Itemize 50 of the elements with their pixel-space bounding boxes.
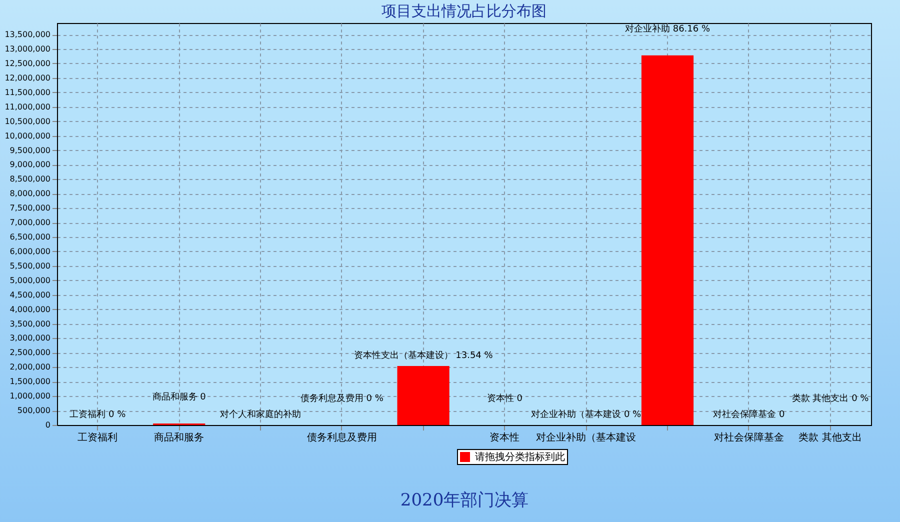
y-tick-label: 1,000,000 — [10, 392, 50, 401]
y-tick-label: 9,500,000 — [10, 146, 50, 155]
y-tick-label: 5,500,000 — [10, 261, 50, 270]
x-tick-label: 资本性 — [490, 432, 520, 444]
legend-label: 请拖拽分类指标到此 — [475, 451, 565, 463]
y-tick-label: 3,500,000 — [10, 319, 50, 328]
x-tick-label: 债务利息及费用 — [306, 432, 377, 444]
bar — [641, 55, 694, 425]
text: 工资福利 0 % — [70, 410, 126, 420]
x-tick-label: 类款 其他支出 — [798, 432, 862, 444]
y-tick-label: 6,000,000 — [10, 246, 50, 256]
y-tick-label: 3,000,000 — [10, 334, 50, 343]
y-tick-label: 8,500,000 — [10, 174, 50, 184]
y-tick-label: 2,500,000 — [10, 348, 50, 358]
x-tick-label: 对企业补助（基本建设 — [536, 432, 636, 444]
chart-title: 项目支出情况占比分布图 — [382, 2, 546, 20]
text: 对企业补助（基本建设 0 % — [531, 410, 642, 420]
y-tick-label: 11,500,000 — [4, 88, 50, 97]
text: 对个人和家庭的补助 — [220, 410, 301, 420]
y-tick-label: 5,000,000 — [10, 276, 50, 285]
text: 资本性 0 — [486, 394, 522, 404]
text: 商品和服务 0 — [152, 392, 206, 403]
y-tick-label: 9,000,000 — [10, 160, 50, 170]
x-axis-title: 2020年部门决算 — [400, 490, 529, 510]
y-tick-label: 6,500,000 — [10, 232, 50, 242]
x-tick-label: 工资福利 — [78, 432, 118, 444]
text: 债务利息及费用 0 % — [300, 394, 384, 404]
x-tick-label: 商品和服务 — [154, 432, 204, 444]
bar — [397, 366, 450, 425]
y-tick-label: 12,000,000 — [4, 73, 50, 82]
y-tick-label: 12,500,000 — [4, 58, 50, 68]
y-tick-label: 11,000,000 — [4, 102, 50, 112]
y-tick-label: 4,500,000 — [10, 290, 50, 300]
text: 对企业补助 86.16 % — [624, 24, 710, 34]
y-tick-label: 2,000,000 — [10, 362, 50, 372]
y-tick-label: 8,000,000 — [10, 189, 50, 198]
y-tick-label: 7,500,000 — [10, 204, 50, 213]
y-tick-label: 13,000,000 — [4, 44, 50, 54]
y-tick-label: 1,500,000 — [10, 377, 50, 386]
y-tick-label: 500,000 — [17, 406, 50, 416]
y-tick-label: 0 — [45, 420, 50, 430]
y-tick-label: 13,500,000 — [4, 30, 50, 40]
text: 资本性支出（基本建设） 13.54 % — [354, 351, 493, 361]
y-tick-label: 10,000,000 — [4, 131, 50, 140]
x-tick-label: 对社会保障基金 — [714, 432, 784, 444]
y-tick-label: 7,000,000 — [10, 218, 50, 228]
text: 对社会保障基金 0 — [713, 410, 785, 420]
text: 类款 其他支出 0 % — [792, 394, 869, 404]
y-tick-label: 10,500,000 — [4, 116, 50, 126]
y-tick-label: 4,000,000 — [10, 304, 50, 314]
